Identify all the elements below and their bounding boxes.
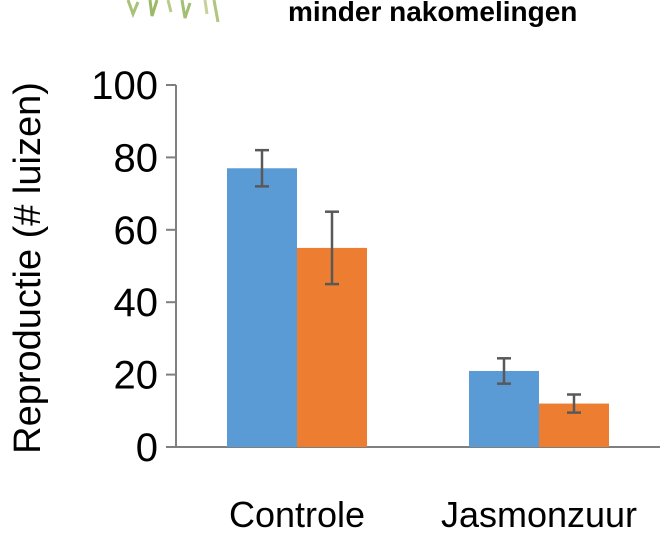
y-tick-label: 0 xyxy=(136,426,158,470)
x-category-label: Controle xyxy=(229,494,365,534)
x-axis-categories: Controle Jasmonzuur xyxy=(229,494,637,534)
chart-title-fragment: minder nakomelingen xyxy=(288,0,577,27)
plant-image-fragment xyxy=(126,0,220,23)
y-tick-label: 40 xyxy=(114,281,159,325)
y-tick-label: 80 xyxy=(114,136,159,180)
error-bars xyxy=(255,148,581,414)
y-tick-label: 20 xyxy=(114,354,159,398)
y-tick-label: 100 xyxy=(91,64,158,108)
y-axis-label: Reproductie (# luizen) xyxy=(7,82,49,454)
x-category-label: Jasmonzuur xyxy=(441,494,637,534)
bars xyxy=(227,168,609,447)
y-tick-label: 60 xyxy=(114,209,159,253)
bar xyxy=(227,168,297,447)
